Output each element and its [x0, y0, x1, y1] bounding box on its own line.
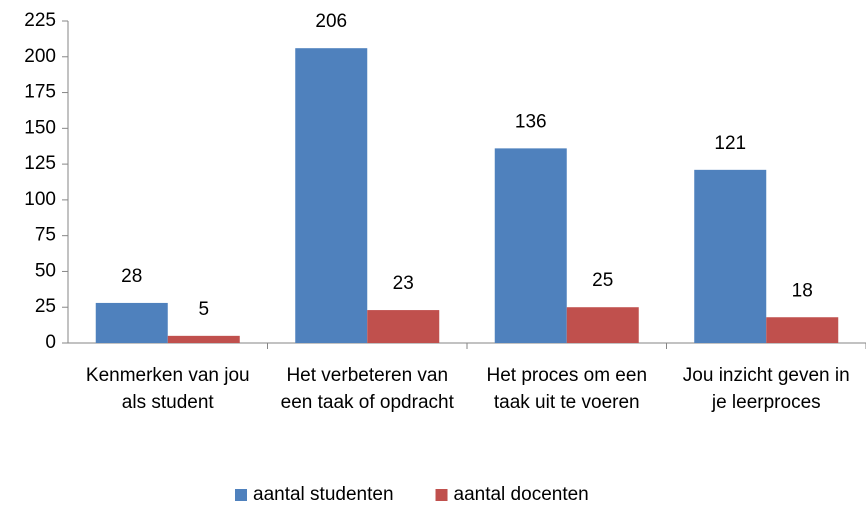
bar [694, 169, 767, 343]
y-tick-label: 100 [24, 189, 56, 210]
legend-swatch [435, 489, 448, 501]
y-tick-label: 125 [24, 153, 56, 174]
bar [95, 302, 168, 343]
data-label: 5 [198, 299, 209, 320]
y-tick-label: 150 [24, 117, 56, 138]
bar [167, 335, 240, 343]
x-tick-label: Het proces om een taak uit te voeren [486, 365, 648, 413]
x-tick-label: Kenmerken van jou als student [85, 365, 250, 413]
y-tick-label: 200 [24, 46, 56, 67]
legend-label: aantal docenten [454, 484, 589, 505]
bar [494, 148, 567, 343]
legend-swatch [235, 489, 247, 501]
bar [295, 48, 368, 344]
data-label: 25 [592, 270, 613, 291]
data-label: 206 [315, 11, 347, 32]
y-tick-label: 75 [35, 225, 56, 246]
x-tick-label: Jou inzicht geven in je leerproces [682, 365, 850, 413]
y-tick-label: 0 [45, 332, 56, 353]
x-tick-label: Het verbeteren van een taak of opdracht [280, 365, 454, 413]
data-label: 18 [792, 280, 813, 301]
data-label: 28 [121, 266, 142, 287]
data-label: 136 [515, 111, 547, 132]
legend-label: aantal studenten [253, 484, 394, 505]
bar [566, 307, 639, 343]
y-tick-label: 225 [24, 10, 56, 31]
bar [367, 310, 440, 343]
data-label: 23 [393, 273, 414, 294]
y-tick-label: 25 [35, 296, 56, 317]
y-tick-label: 175 [24, 82, 56, 103]
data-label: 121 [714, 133, 746, 154]
bar [766, 317, 839, 343]
y-tick-label: 50 [35, 260, 56, 281]
